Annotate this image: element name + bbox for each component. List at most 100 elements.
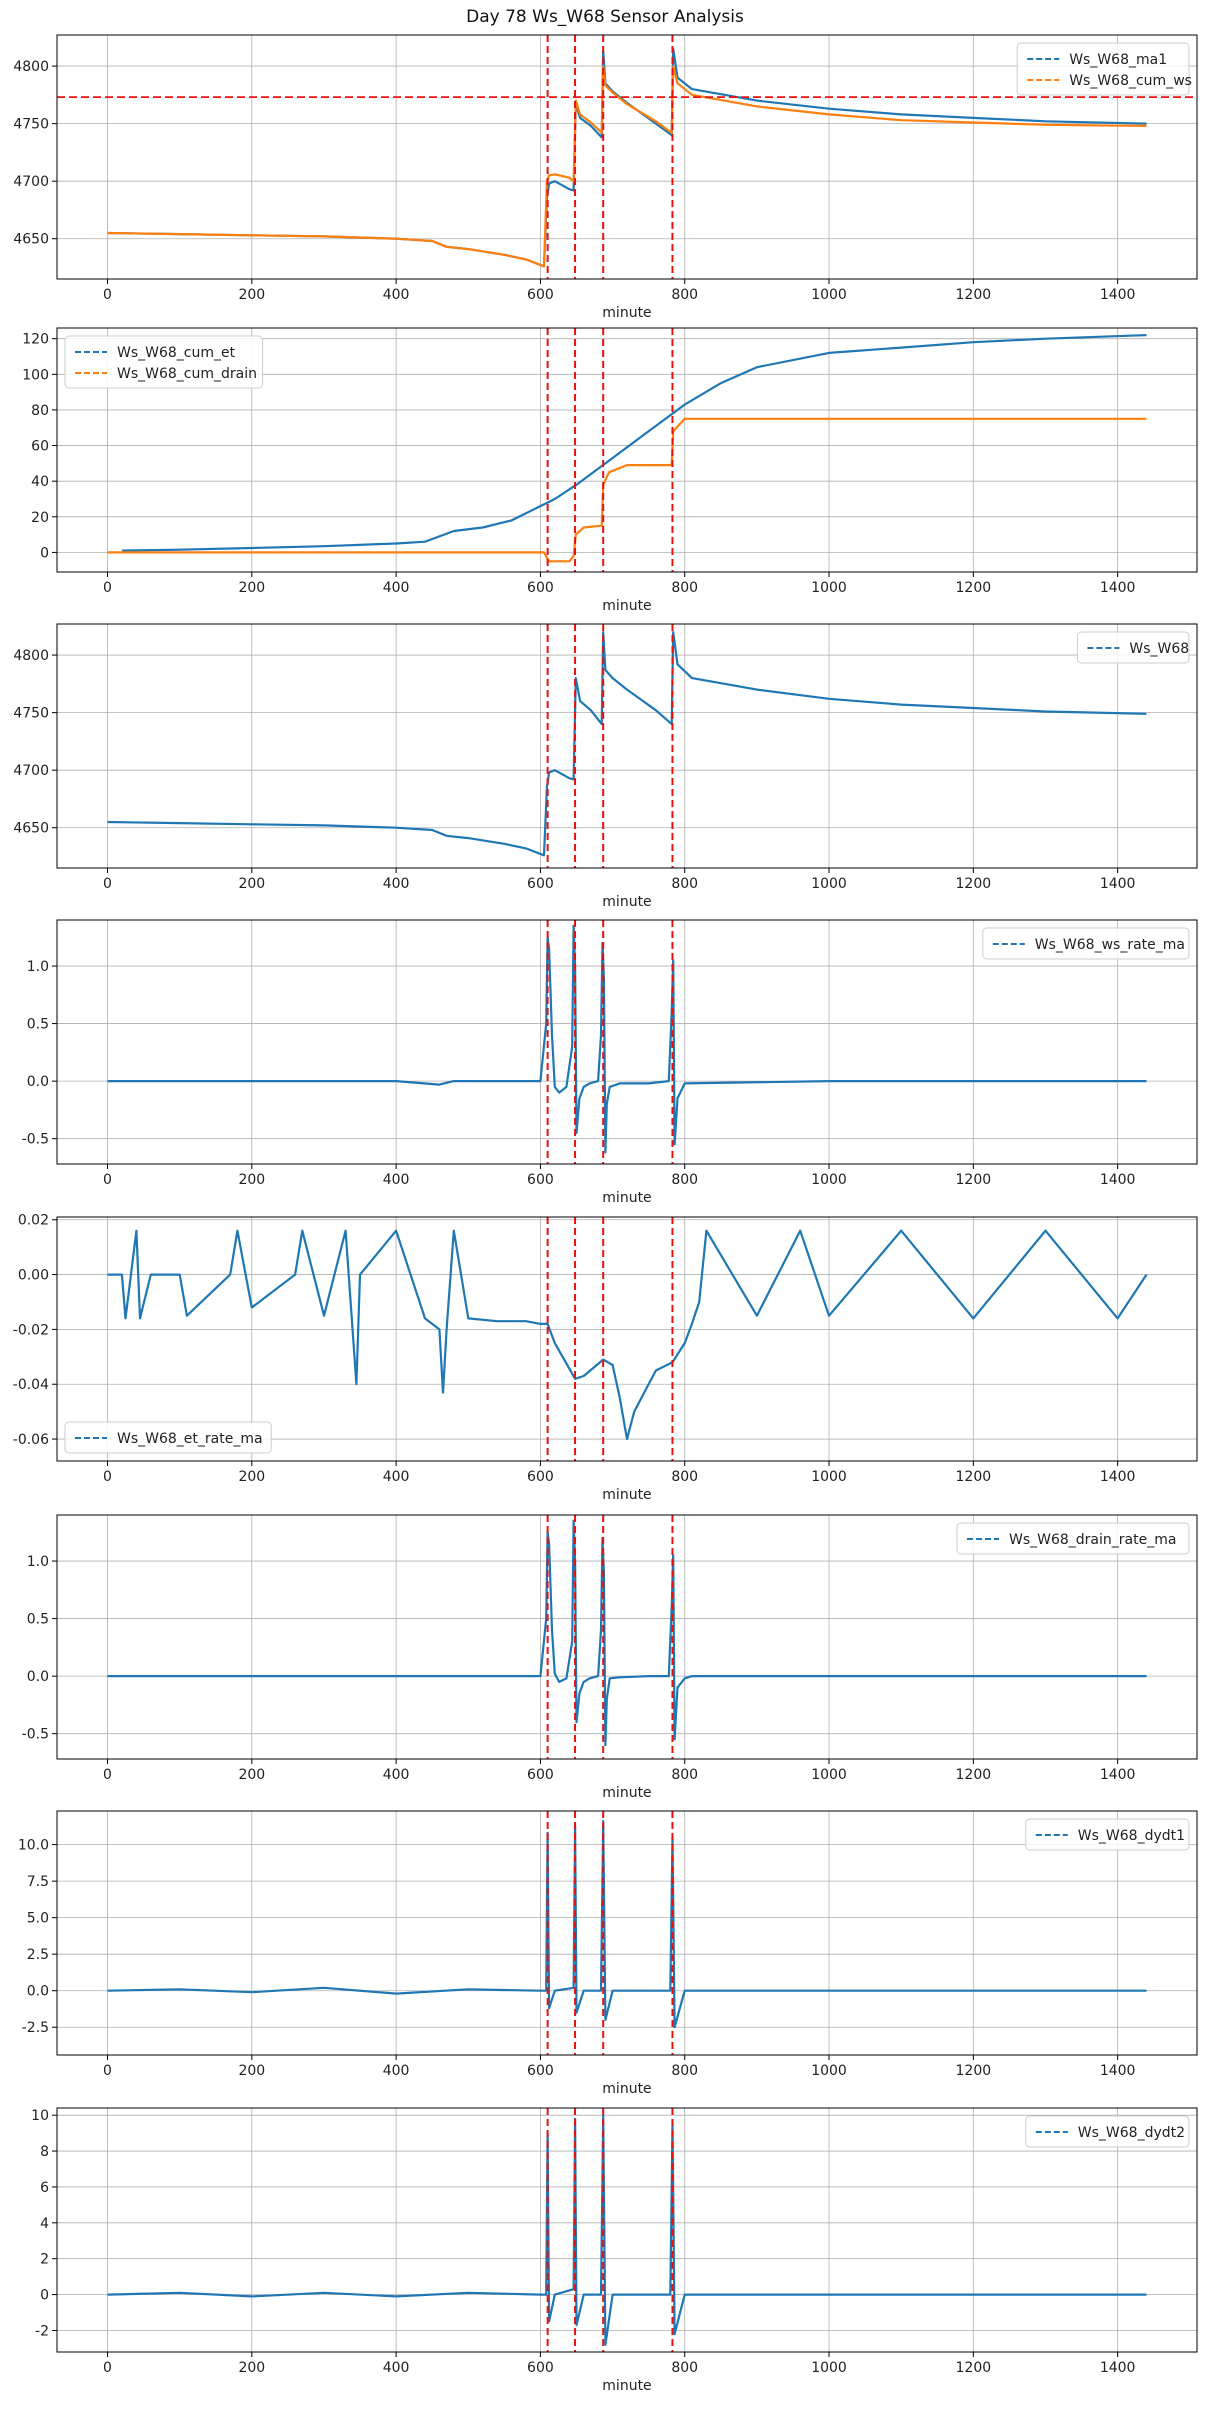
y-tick-label: 4700 [13,763,49,779]
x-tick-label: 1000 [811,580,847,596]
axes-frame [56,1216,1198,1462]
y-tick-label: 1.0 [27,1554,49,1570]
legend-label: Ws_W68_dydt1 [1078,1828,1185,1844]
y-tick-label: 1.0 [27,959,49,975]
series-group [107,2108,1147,2352]
legend-box [1016,42,1190,96]
x-tick-label: 200 [238,1767,265,1783]
x-tick-label: 1200 [956,876,992,892]
axes-frame [56,1810,1198,2056]
x-axis-label: minute [602,1785,651,1801]
y-tick-label: 0.0 [27,1984,49,2000]
x-tick-label: 600 [527,2360,554,2376]
x-tick-label: 0 [103,1469,112,1485]
series-line-Ws_W68_ma1 [107,47,1147,268]
x-tick-label: 0 [103,580,112,596]
x-tick-label: 400 [383,2360,410,2376]
x-axis-label: minute [602,894,651,910]
legend-label: Ws_W68_ma1 [1069,52,1167,68]
x-tick-label: 1200 [956,1469,992,1485]
x-tick-label: 1000 [811,1469,847,1485]
legend-box [982,927,1190,960]
x-tick-label: 800 [671,2063,698,2079]
panel-4: 0 200 400 600 800 1000 1200 1400 -0.5 0.0 0.5 1.0 mi… [22,919,1198,1206]
series-group [107,624,1147,868]
x-tick-label: 400 [383,2063,410,2079]
x-tick-label: 1000 [811,1172,847,1188]
series-line-Ws_W68_et_rate_ma [107,1229,1148,1441]
x-tick-label: 800 [671,580,698,596]
x-tick-label: 1400 [1100,2063,1136,2079]
x-tick-label: 200 [238,1469,265,1485]
x-tick-label: 400 [383,1767,410,1783]
y-tick-label: -2.5 [22,2020,49,2036]
legend: Ws_W68_drain_rate_ma [956,1522,1190,1555]
legend-label: Ws_W68_et_rate_ma [117,1431,263,1447]
x-tick-label: 600 [527,2063,554,2079]
x-tick-label: 1000 [811,876,847,892]
series-group [107,1217,1148,1461]
series-line-Ws_W68_cum_et [121,334,1147,552]
x-tick-label: 600 [527,287,554,303]
panel-1: 0 200 400 600 800 1000 1200 1400 4650 4700 4750 480… [13,34,1198,321]
legend-label: Ws_W68_cum_drain [117,366,257,382]
y-tick-label: 0.5 [27,1612,49,1628]
x-tick-label: 800 [671,1469,698,1485]
series-line-Ws_W68_cum_ws [107,64,1147,268]
x-axis-label: minute [602,1487,651,1503]
x-axis-label: minute [602,1190,651,1206]
y-tick-label: 4750 [13,117,49,133]
legend: Ws_W68_ws_rate_ma [982,927,1190,960]
x-tick-label: 1200 [956,1767,992,1783]
x-tick-label: 200 [238,2063,265,2079]
x-axis-label: minute [602,598,651,614]
axes-frame [56,1514,1198,1760]
y-tick-label: 6 [40,2180,49,2196]
x-tick-label: 600 [527,1469,554,1485]
legend-label: Ws_W68 [1129,641,1189,657]
x-tick-label: 0 [103,1172,112,1188]
axes-frame [56,327,1198,573]
x-tick-label: 400 [383,876,410,892]
x-tick-label: 800 [671,1172,698,1188]
y-tick-label: 0.00 [18,1268,49,1284]
y-tick-label: 80 [31,403,49,419]
x-axis-label: minute [602,2081,651,2097]
x-tick-label: 800 [671,2360,698,2376]
x-tick-label: 1000 [811,2063,847,2079]
legend-box [64,335,264,389]
y-tick-label: 0 [40,545,49,561]
x-tick-label: 200 [238,876,265,892]
axes-frame [56,919,1198,1165]
x-tick-label: 1400 [1100,580,1136,596]
x-tick-label: 0 [103,287,112,303]
legend-label: Ws_W68_drain_rate_ma [1009,1532,1176,1548]
y-tick-label: 2.5 [27,1947,49,1963]
y-tick-label: 10 [31,2108,49,2124]
y-tick-label: 0 [40,2288,49,2304]
panel-5: 0 200 400 600 800 1000 1200 1400 -0.06 -0.04 -0.02… [13,1213,1198,1503]
legend-box [1025,1818,1190,1851]
y-tick-label: 0.02 [18,1213,49,1229]
x-tick-label: 400 [383,287,410,303]
x-tick-label: 800 [671,287,698,303]
x-tick-label: 600 [527,1172,554,1188]
series-group [107,1515,1147,1759]
y-tick-label: 100 [22,367,49,383]
x-tick-label: 1200 [956,287,992,303]
series-line-Ws_W68_dydt1 [107,1820,1147,2029]
series-line-Ws_W68_drain_rate_ma [107,1519,1147,1747]
y-tick-label: 0.0 [27,1074,49,1090]
x-tick-label: 1000 [811,287,847,303]
series-group [57,35,1197,279]
panel-3: 0 200 400 600 800 1000 1200 1400 4650 4700 4750 480… [13,623,1198,910]
x-tick-label: 1400 [1100,1172,1136,1188]
legend-box [1076,631,1190,664]
legend: Ws_W68_dydt2 [1025,2115,1190,2148]
x-axis-label: minute [602,2378,651,2394]
x-tick-label: 1400 [1100,2360,1136,2376]
legend: Ws_W68 [1076,631,1190,664]
series-group [107,1811,1147,2055]
panels-container: 0 200 400 600 800 1000 1200 1400465047004750480… [13,34,1198,2394]
x-tick-label: 0 [103,876,112,892]
